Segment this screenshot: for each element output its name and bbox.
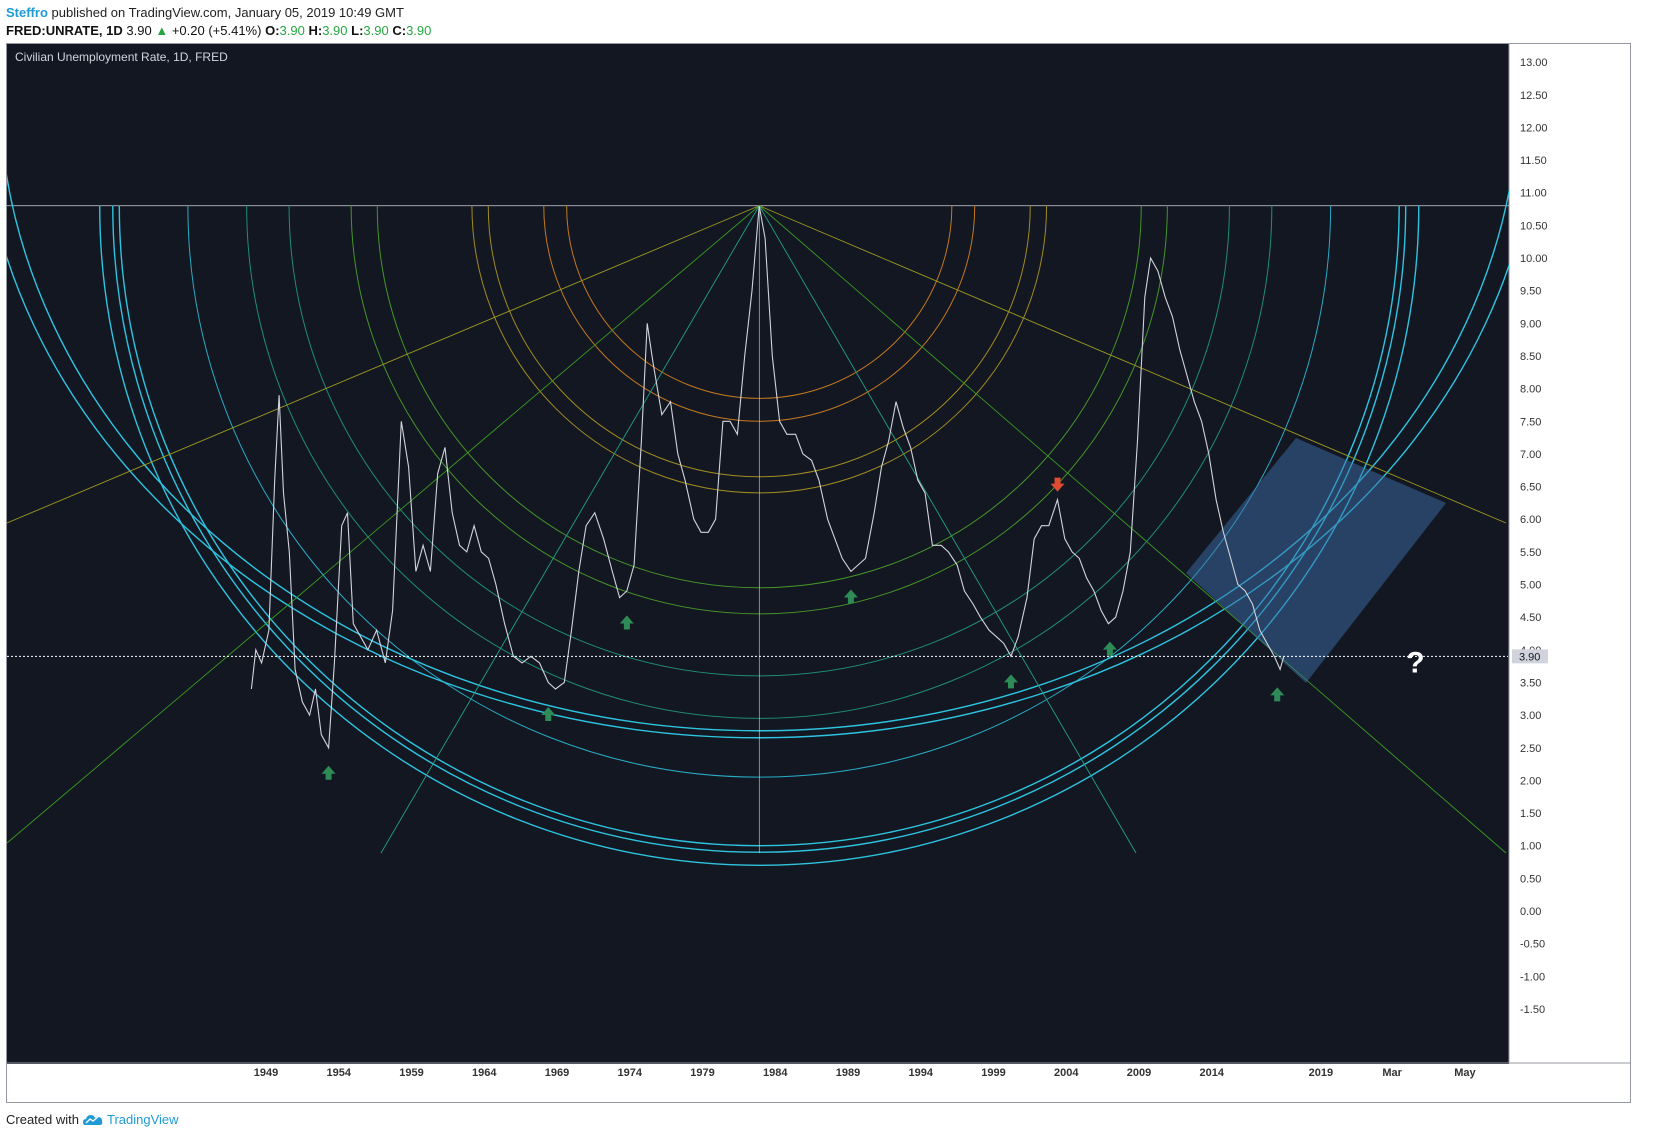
price-tick-label: 5.50 [1520,547,1541,559]
price-tick-label: 10.50 [1520,220,1548,232]
time-tick-label: 2009 [1127,1067,1151,1079]
price-tick-label: 8.00 [1520,384,1541,396]
price-tick-label: 7.50 [1520,416,1541,428]
tradingview-link[interactable]: TradingView [106,1112,179,1127]
price-tick-label: 12.50 [1520,90,1548,102]
open-value: 3.90 [279,23,305,38]
price-tick-label: 5.00 [1520,580,1541,592]
publish-line: Steffro published on TradingView.com, Ja… [6,4,431,22]
fan-line [758,205,1137,854]
time-tick-label: 1979 [690,1067,714,1079]
price-tick-label: 0.00 [1520,906,1541,918]
change-value: +0.20 (+5.41%) [171,23,262,38]
fan-line [759,205,1507,524]
green-up-arrow-icon [1270,687,1285,702]
time-tick-label: 1964 [472,1067,497,1079]
green-up-arrow-icon [321,765,336,780]
price-tick-label: 7.00 [1520,449,1541,461]
time-tick-label: 1954 [327,1067,352,1079]
price-tick-label: 2.50 [1520,743,1541,755]
price-axis-bg [1509,44,1630,1064]
last-price-badge [1512,649,1548,664]
chart-frame[interactable]: ? Civilian Unemployment Rate, 1D, FRED 13.… [6,43,1631,1103]
time-tick-label: 1999 [981,1067,1005,1079]
chart-border [6,43,1631,1103]
red-down-arrow-icon [1050,477,1065,492]
time-tick-label: 1959 [399,1067,423,1079]
price-tick-label: 1.50 [1520,808,1541,820]
price-tick-label: 11.00 [1520,188,1547,200]
green-up-arrow-icon [541,706,556,721]
plot-layer: ? [7,86,1509,866]
time-tick-label: 2019 [1309,1067,1333,1079]
green-up-arrow-icon [1102,641,1117,656]
high-value: 3.90 [322,23,348,38]
time-tick-label: 1969 [545,1067,569,1079]
low-value: 3.90 [363,23,389,38]
chart-svg[interactable]: ? Civilian Unemployment Rate, 1D, FRED 13.… [6,43,1631,1103]
green-up-arrow-icon [1003,674,1018,689]
fan-line [7,205,760,844]
unemployment-rate-line [250,205,1285,750]
high-label: H: [308,23,323,38]
footer: Created with TradingView [6,1112,179,1127]
time-tick-label: 1994 [909,1067,934,1079]
tradingview-cloud-icon[interactable] [82,1113,103,1127]
fan-line [7,205,760,524]
time-tick-label: 2004 [1054,1067,1079,1079]
symbol-line: FRED:UNRATE, 1D 3.90 ▲ +0.20 (+5.41%) O:… [6,22,431,40]
price-tick-label: 0.50 [1520,873,1541,885]
publish-header: Steffro published on TradingView.com, Ja… [6,4,431,40]
price-tick-label: -0.50 [1520,939,1545,951]
price-tick-label: 6.00 [1520,514,1541,526]
green-up-arrow-icon [619,615,634,630]
price-tick-label: 3.50 [1520,677,1541,689]
up-triangle-icon: ▲ [155,23,169,38]
projection-zone [1186,438,1446,683]
price-tick-label: 11.50 [1520,155,1547,167]
price-tick-label: -1.50 [1520,1004,1545,1016]
chart-title: Civilian Unemployment Rate, 1D, FRED [15,50,228,64]
price-tick-label: 12.00 [1520,122,1548,134]
close-value: 3.90 [406,23,432,38]
price-tick-label: 13.00 [1520,57,1548,69]
price-tick-label: 2.00 [1520,775,1541,787]
price-tick-label: 8.50 [1520,351,1541,363]
question-mark-label: ? [1406,647,1424,680]
created-with-text: Created with [6,1112,79,1127]
price-tick-label: 10.00 [1520,253,1548,265]
price-tick-label: 9.50 [1520,286,1541,298]
price-tick-label: 3.00 [1520,710,1541,722]
time-tick-label: May [1454,1067,1476,1079]
time-tick-label: 1974 [618,1067,643,1079]
time-tick-label: 2014 [1200,1067,1225,1079]
last-value: 3.90 [126,23,152,38]
author-link[interactable]: Steffro [6,5,48,20]
open-label: O: [265,23,280,38]
price-tick-label: -1.00 [1520,971,1545,983]
published-text: published on TradingView.com, January 05… [51,5,404,20]
green-up-arrow-icon [843,589,858,604]
fan-line [380,205,760,854]
fan-line [758,205,1507,854]
price-tick-label: 9.00 [1520,318,1541,330]
price-tick-label: 4.50 [1520,612,1541,624]
price-tick-label: 1.00 [1520,841,1541,853]
time-tick-label: 1984 [763,1067,788,1079]
low-label: L: [351,23,364,38]
time-tick-label: 1949 [254,1067,278,1079]
price-tick-label: 6.50 [1520,482,1541,494]
time-tick-label: 1989 [836,1067,860,1079]
time-tick-label: Mar [1382,1067,1402,1079]
symbol-label: FRED:UNRATE, 1D [6,23,123,38]
last-price-badge-label: 3.90 [1519,651,1540,663]
close-label: C: [392,23,407,38]
